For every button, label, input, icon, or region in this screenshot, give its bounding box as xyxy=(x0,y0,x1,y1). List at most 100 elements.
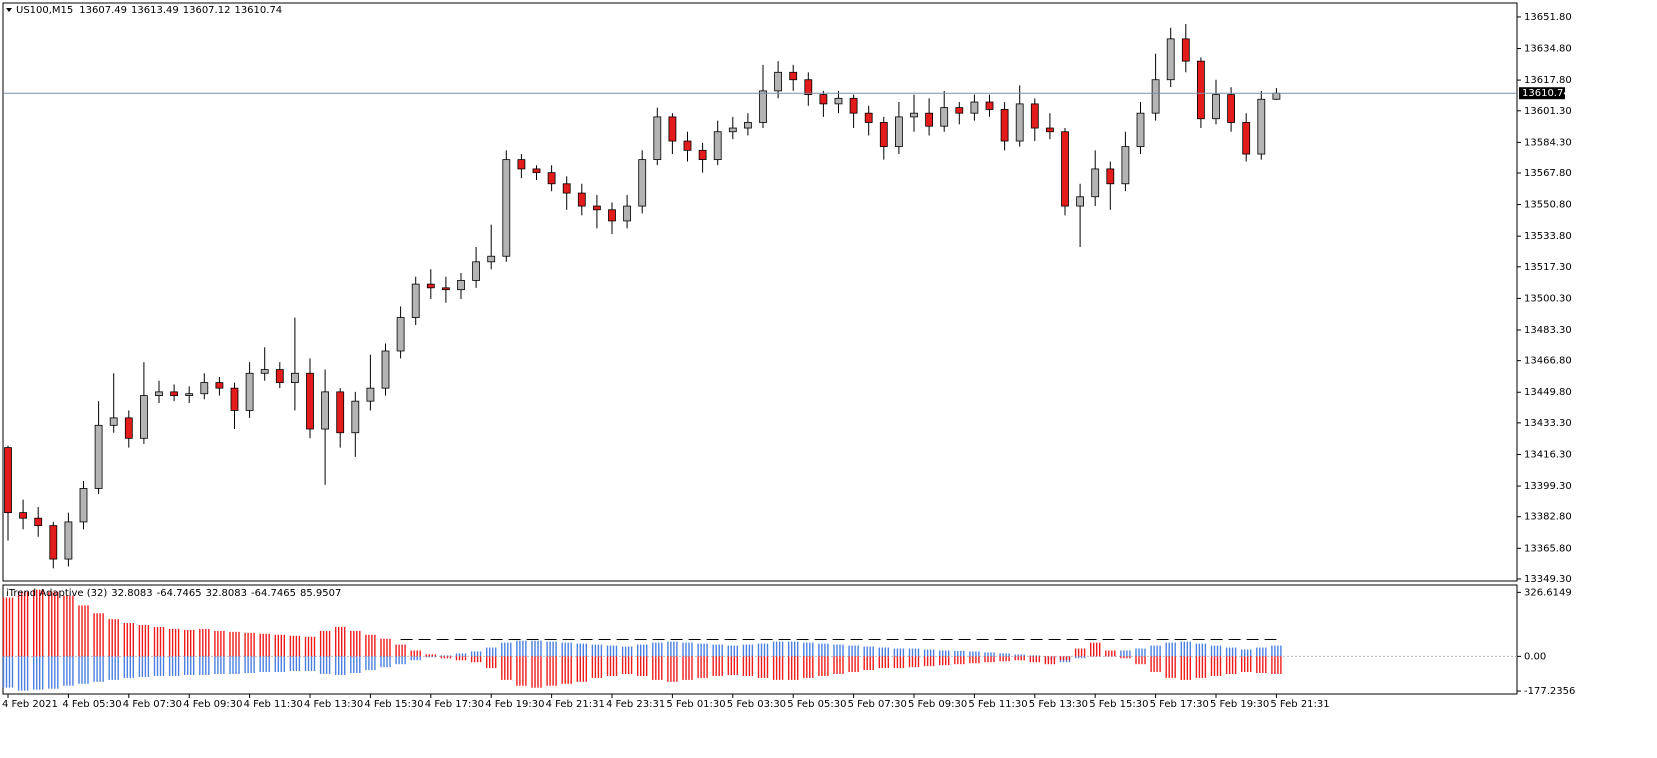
candle-body xyxy=(623,205,631,222)
x-tick-label: 4 Feb 09:30 xyxy=(183,699,242,710)
candle-body xyxy=(698,149,707,161)
symbol: US100,M15 xyxy=(16,5,73,16)
candle-body xyxy=(744,122,752,129)
y-tick-label: 13349.30 xyxy=(1524,574,1572,585)
candle-body xyxy=(1076,196,1084,207)
indicator-name: iTrend Adaptive (32) xyxy=(6,588,107,599)
candle-body xyxy=(970,101,979,114)
candle-body xyxy=(1242,122,1251,155)
candle-body xyxy=(1181,38,1190,62)
candle-body xyxy=(1212,94,1220,120)
candle-body xyxy=(245,372,254,411)
main-panel xyxy=(2,2,1518,582)
candle-body xyxy=(653,116,662,161)
candle-body xyxy=(336,391,345,434)
candle-body xyxy=(668,116,677,142)
candle-body xyxy=(411,283,420,318)
candle-body xyxy=(1106,168,1115,185)
candle-body xyxy=(457,279,465,291)
y-tick-label: 13533.80 xyxy=(1524,231,1572,242)
indicator-value: 32.8083 xyxy=(206,588,247,599)
x-tick-label: 4 Feb 21:31 xyxy=(546,699,605,710)
y-tick-label: 13567.80 xyxy=(1524,168,1572,179)
ohlc-open: 13607.49 xyxy=(79,5,127,16)
candle-body xyxy=(593,205,601,211)
x-tick-label: 4 Feb 19:30 xyxy=(485,699,544,710)
candle-body xyxy=(713,131,722,161)
y-tick-label: 13601.30 xyxy=(1524,106,1572,117)
x-tick-label: 4 Feb 13:30 xyxy=(304,699,363,710)
indicator-value: -64.7465 xyxy=(157,588,202,599)
y-tick-label: 13483.30 xyxy=(1524,325,1572,336)
candle-body xyxy=(925,112,933,127)
indicator-value: 85.9507 xyxy=(300,588,341,599)
candle-body xyxy=(366,387,375,402)
x-tick-label: 5 Feb 19:30 xyxy=(1210,699,1269,710)
candle-body xyxy=(64,521,73,560)
candle-body xyxy=(1000,109,1009,142)
x-tick-label: 5 Feb 05:30 xyxy=(787,699,846,710)
candle-body xyxy=(139,395,148,439)
candle-body xyxy=(502,159,511,257)
candle-body xyxy=(728,127,737,133)
x-tick-label: 5 Feb 07:30 xyxy=(848,699,907,710)
x-tick-label: 4 Feb 17:30 xyxy=(425,699,484,710)
candle-body xyxy=(170,391,179,396)
candle-body xyxy=(79,488,88,523)
y-tick-label: 13651.80 xyxy=(1524,12,1572,23)
candle-body xyxy=(381,350,390,389)
candle-body xyxy=(895,116,903,148)
y-tick-label: 13517.30 xyxy=(1524,262,1572,273)
indicator-header: iTrend Adaptive (32) 32.8083 -64.7465 32.80… xyxy=(6,588,341,599)
candle-body xyxy=(1091,168,1100,198)
candle-body xyxy=(1015,103,1024,142)
indicator-value: 32.8083 xyxy=(111,588,152,599)
candle-body xyxy=(200,382,209,395)
y-tick-label: 13466.80 xyxy=(1524,356,1572,367)
candle-body xyxy=(804,79,813,95)
candle-body xyxy=(1227,94,1235,123)
candle-body xyxy=(94,424,103,489)
ohlc-close: 13610.74 xyxy=(234,5,282,16)
candle-body xyxy=(638,159,647,207)
candle-body xyxy=(487,255,496,263)
x-tick-label: 4 Feb 2021 xyxy=(2,699,58,710)
candle-body xyxy=(215,382,224,389)
menu-arrow xyxy=(6,8,12,12)
candle-body xyxy=(683,140,692,151)
candle-body xyxy=(1136,112,1145,148)
x-tick-label: 5 Feb 15:30 xyxy=(1089,699,1148,710)
candle-body xyxy=(1166,38,1175,81)
candle-body xyxy=(260,369,269,374)
y-tick-label: 13634.80 xyxy=(1524,44,1572,55)
candle-body xyxy=(955,107,964,114)
x-tick-label: 4 Feb 07:30 xyxy=(123,699,182,710)
candle-body xyxy=(1121,146,1130,185)
candle-body xyxy=(562,183,571,194)
x-tick-label: 5 Feb 13:30 xyxy=(1029,699,1088,710)
symbol-header: US100,M15 13607.49 13613.49 13607.12 13610.7… xyxy=(16,5,282,16)
candle-body xyxy=(1046,127,1054,133)
candle-body xyxy=(19,512,28,519)
x-tick-label: 5 Feb 11:30 xyxy=(968,699,1027,710)
candle-body xyxy=(789,71,798,81)
candle-body xyxy=(985,101,994,110)
ohlc-low: 13607.12 xyxy=(183,5,231,16)
candle-body xyxy=(351,400,360,434)
candle-body xyxy=(1272,92,1281,100)
candle-body xyxy=(774,71,782,92)
candle-body xyxy=(879,122,888,148)
candle-body xyxy=(396,317,405,352)
candle-body xyxy=(185,393,194,396)
candle-body xyxy=(109,417,118,426)
y-tick-label: 13584.30 xyxy=(1524,137,1572,148)
candle-body xyxy=(910,112,918,118)
candle-body xyxy=(834,97,843,105)
candle-body xyxy=(517,159,526,170)
ohlc-high: 13613.49 xyxy=(131,5,179,16)
x-tick-label: 5 Feb 21:31 xyxy=(1270,699,1329,710)
y-tick-label: 13399.30 xyxy=(1524,481,1572,492)
candle-body xyxy=(49,525,58,560)
y-tick-label: -177.2356 xyxy=(1524,686,1575,697)
y-tick-label: 13382.80 xyxy=(1524,512,1572,523)
